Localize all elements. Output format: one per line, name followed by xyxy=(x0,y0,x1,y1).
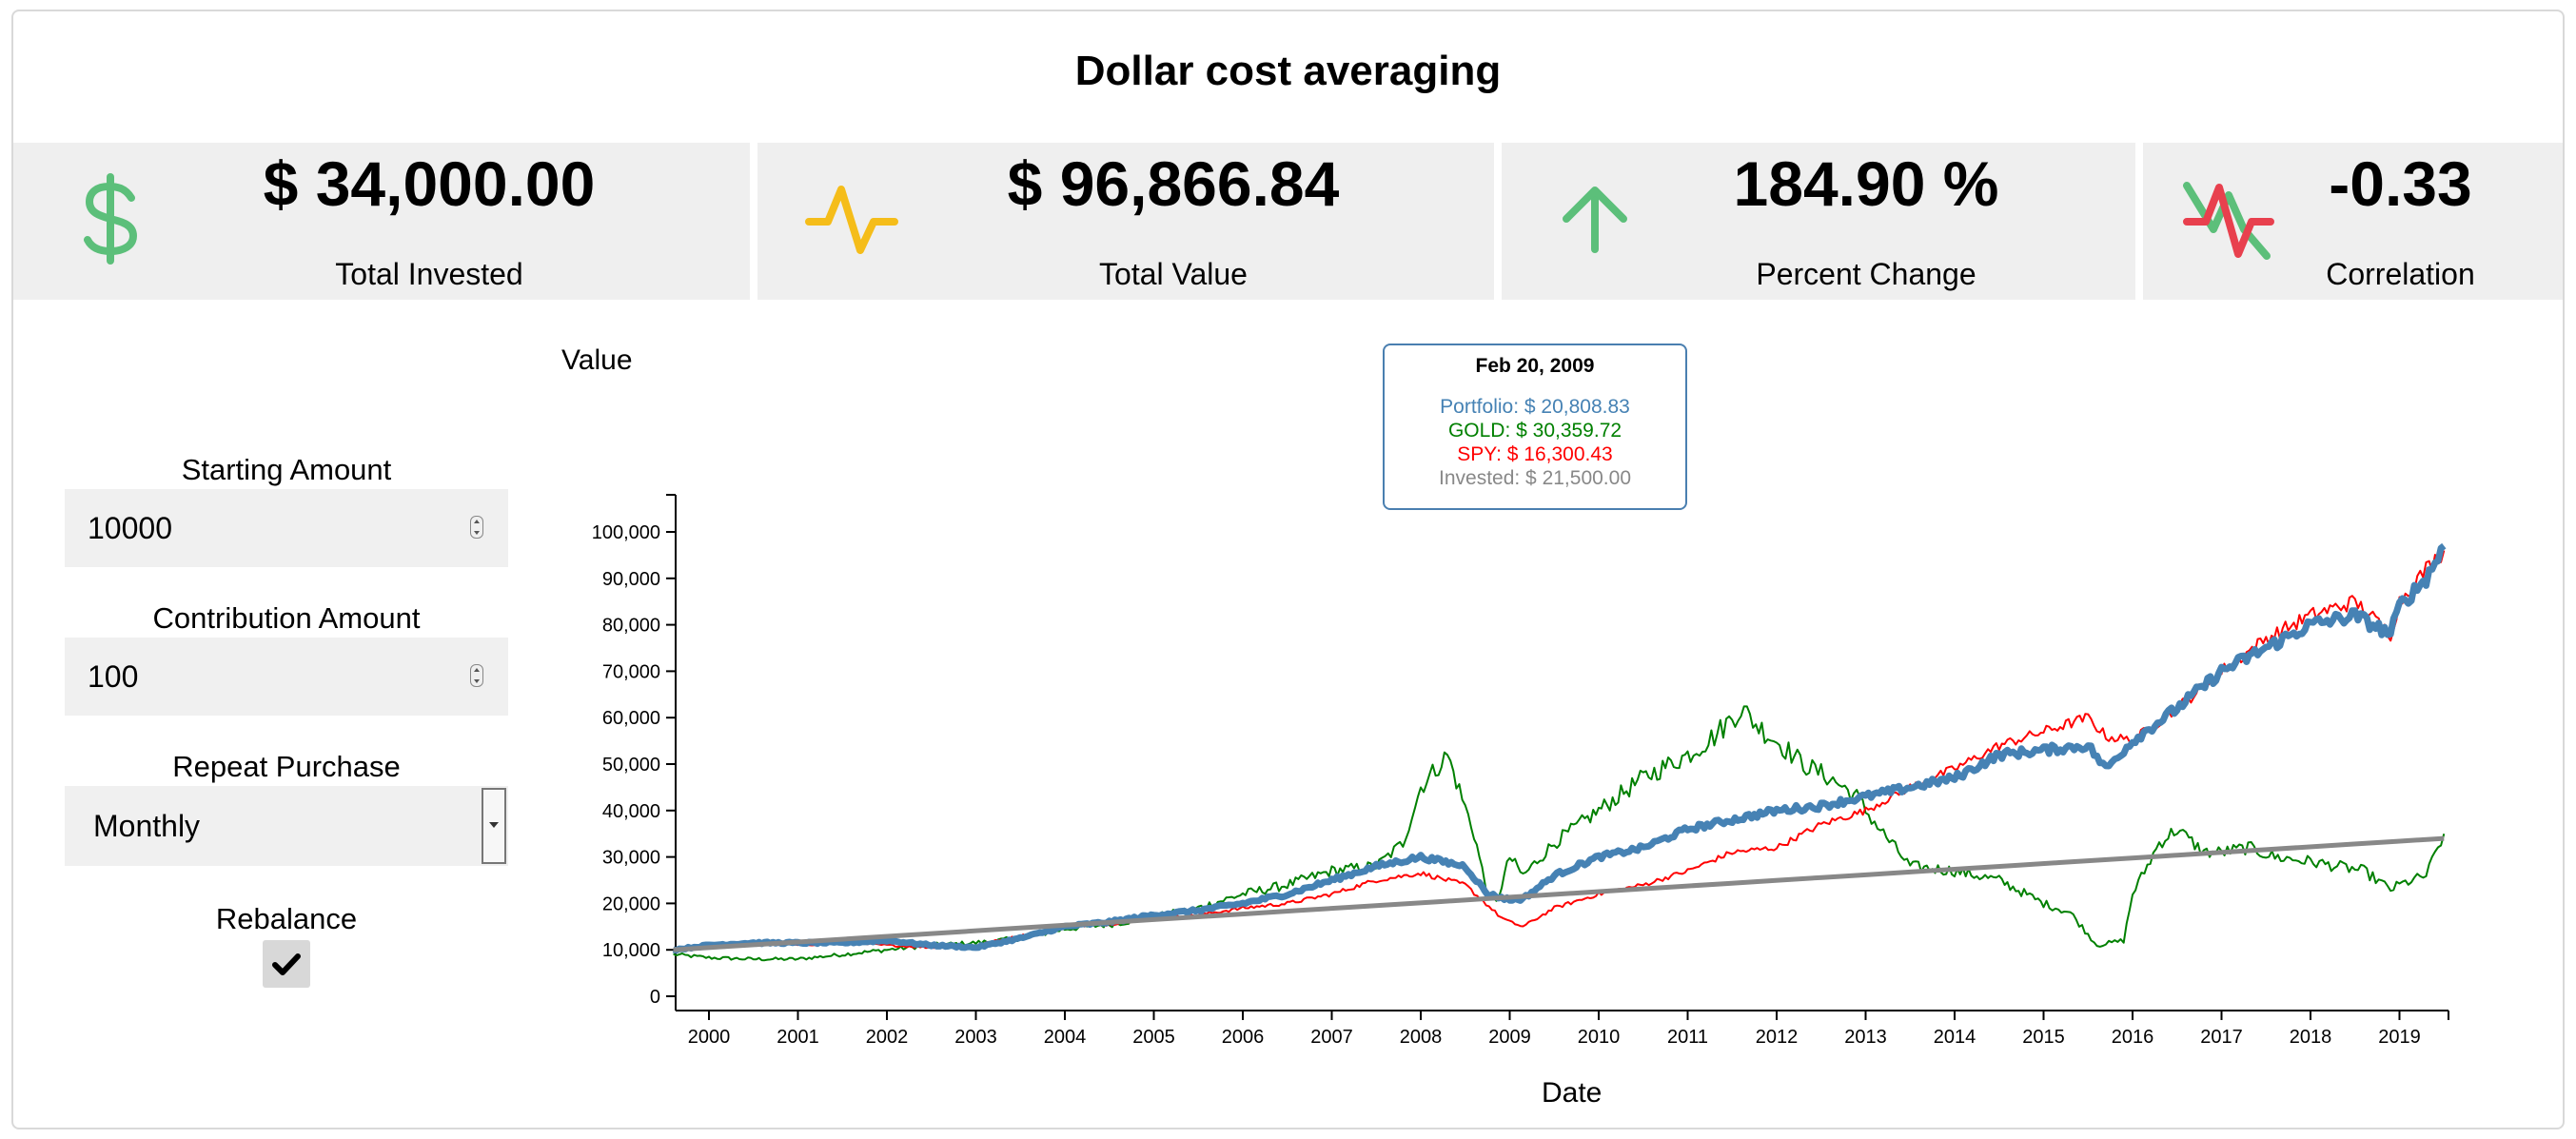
y-tick-label: 10,000 xyxy=(602,940,660,961)
contribution-amount-input[interactable]: 100 xyxy=(65,638,508,716)
rebalance-checkbox[interactable] xyxy=(263,940,310,988)
y-tick-label: 100,000 xyxy=(592,522,660,543)
dollar-icon xyxy=(84,173,138,265)
tooltip-spy: SPY: $ 16,300.43 xyxy=(1457,443,1613,465)
series-line-invested xyxy=(673,835,2445,952)
correlation-value: -0.33 xyxy=(2329,148,2472,219)
y-tick-label: 0 xyxy=(650,987,660,1008)
repeat-purchase-value: Monthly xyxy=(93,809,201,843)
stat-card-correlation: -0.33 Correlation xyxy=(2143,143,2563,300)
stepper-icon[interactable] xyxy=(470,516,483,539)
correlation-icon xyxy=(2183,182,2274,260)
total-value-value: $ 96,866.84 xyxy=(1007,148,1340,219)
x-tick-label: 2008 xyxy=(1400,1027,1443,1048)
x-tick-label: 2018 xyxy=(2290,1027,2332,1048)
series-line-portfolio xyxy=(672,542,2447,954)
x-tick-label: 2015 xyxy=(2022,1027,2065,1048)
pulse-icon xyxy=(805,186,898,254)
y-axis-title: Value xyxy=(561,344,633,376)
x-tick-label: 2019 xyxy=(2378,1027,2421,1048)
x-tick-label: 2003 xyxy=(954,1027,997,1048)
x-tick-label: 2005 xyxy=(1132,1027,1175,1048)
contribution-amount-label: Contribution Amount xyxy=(152,601,421,635)
y-tick-label: 80,000 xyxy=(602,616,660,637)
chart-tooltip: Feb 20, 2009 Portfolio: $ 20,808.83 GOLD… xyxy=(1383,344,1687,510)
x-tick-label: 2004 xyxy=(1044,1027,1087,1048)
x-tick-label: 2013 xyxy=(1844,1027,1887,1048)
contribution-amount-value: 100 xyxy=(88,659,139,694)
x-tick-label: 2000 xyxy=(688,1027,731,1048)
total-value-label: Total Value xyxy=(1099,257,1248,291)
checkmark-icon xyxy=(272,953,301,975)
y-tick-label: 90,000 xyxy=(602,569,660,590)
repeat-purchase-label: Repeat Purchase xyxy=(172,750,401,783)
tooltip-portfolio: Portfolio: $ 20,808.83 xyxy=(1440,396,1630,418)
x-tick-label: 2017 xyxy=(2200,1027,2243,1048)
x-tick-label: 2014 xyxy=(1934,1027,1976,1048)
arrow-up-icon xyxy=(1563,187,1627,253)
rebalance-label: Rebalance xyxy=(215,902,358,935)
x-tick-label: 2011 xyxy=(1667,1027,1708,1048)
correlation-label: Correlation xyxy=(2326,257,2475,291)
percent-change-label: Percent Change xyxy=(1756,257,1976,291)
x-axis-title: Date xyxy=(1542,1077,1603,1109)
stat-card-percent-change: 184.90 % Percent Change xyxy=(1502,143,2135,300)
series-line-spy xyxy=(673,550,2446,951)
y-tick-label: 40,000 xyxy=(602,801,660,822)
x-tick-label: 2001 xyxy=(777,1027,819,1048)
y-tick-label: 70,000 xyxy=(602,661,660,682)
repeat-purchase-select[interactable]: Monthly xyxy=(65,786,508,866)
percent-change-value: 184.90 % xyxy=(1733,148,1999,219)
x-tick-label: 2010 xyxy=(1578,1027,1621,1048)
total-invested-label: Total Invested xyxy=(335,257,523,291)
starting-amount-label: Starting Amount xyxy=(181,453,392,486)
x-tick-label: 2006 xyxy=(1222,1027,1265,1048)
page-title: Dollar cost averaging xyxy=(1074,48,1502,94)
tooltip-gold: GOLD: $ 30,359.72 xyxy=(1447,420,1622,442)
y-tick-label: 20,000 xyxy=(602,894,660,914)
starting-amount-input[interactable]: 10000 xyxy=(65,489,508,567)
y-tick-label: 30,000 xyxy=(602,848,660,869)
tooltip-date: Feb 20, 2009 xyxy=(1475,355,1595,377)
tooltip-invested: Invested: $ 21,500.00 xyxy=(1439,467,1631,489)
stepper-icon[interactable] xyxy=(470,664,483,687)
x-tick-label: 2012 xyxy=(1756,1027,1799,1048)
series-line-gold xyxy=(673,705,2446,962)
y-tick-label: 50,000 xyxy=(602,755,660,776)
starting-amount-value: 10000 xyxy=(88,511,172,545)
x-tick-label: 2016 xyxy=(2112,1027,2154,1048)
x-tick-label: 2007 xyxy=(1310,1027,1353,1048)
total-invested-value: $ 34,000.00 xyxy=(263,148,596,219)
stat-card-total-invested: $ 34,000.00 Total Invested xyxy=(13,143,750,300)
chevron-down-icon[interactable] xyxy=(482,788,506,864)
y-tick-label: 60,000 xyxy=(602,708,660,729)
x-tick-label: 2009 xyxy=(1488,1027,1531,1048)
stat-card-total-value: $ 96,866.84 Total Value xyxy=(757,143,1494,300)
stats-bar: $ 34,000.00 Total Invested $ 96,866.84 T… xyxy=(13,143,2563,300)
x-tick-label: 2002 xyxy=(866,1027,909,1048)
